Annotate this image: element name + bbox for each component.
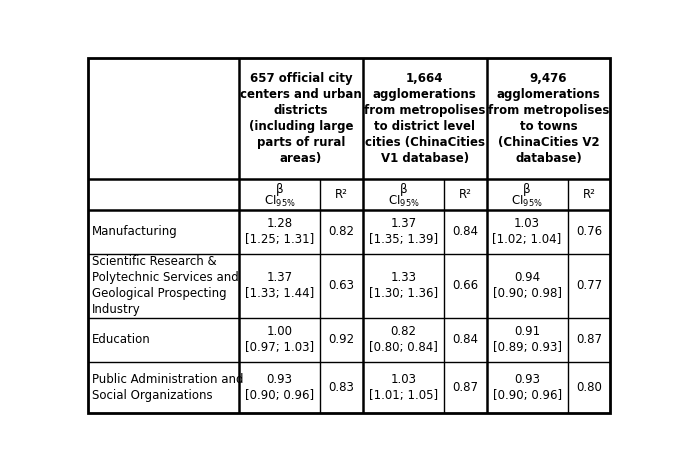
Text: CI$_{95\%}$: CI$_{95\%}$	[264, 193, 296, 208]
Text: 1.03
[1.01; 1.05]: 1.03 [1.01; 1.05]	[369, 373, 438, 402]
Text: 0.82: 0.82	[328, 225, 354, 238]
Text: Education: Education	[92, 333, 151, 346]
Text: 0.93
[0.90; 0.96]: 0.93 [0.90; 0.96]	[245, 373, 314, 402]
Text: β: β	[276, 183, 283, 196]
Text: 0.93
[0.90; 0.96]: 0.93 [0.90; 0.96]	[492, 373, 562, 402]
Text: 0.76: 0.76	[576, 225, 602, 238]
Text: 0.87: 0.87	[452, 381, 478, 394]
Text: Scientific Research &
Polytechnic Services and
Geological Prospecting
Industry: Scientific Research & Polytechnic Servic…	[92, 255, 239, 316]
Text: 1.37
[1.33; 1.44]: 1.37 [1.33; 1.44]	[245, 271, 314, 300]
Text: 0.94
[0.90; 0.98]: 0.94 [0.90; 0.98]	[492, 271, 562, 300]
Text: 0.66: 0.66	[452, 279, 478, 292]
Text: R²: R²	[459, 188, 472, 201]
Text: 0.87: 0.87	[576, 333, 602, 346]
Text: 0.83: 0.83	[328, 381, 354, 394]
Text: CI$_{95\%}$: CI$_{95\%}$	[387, 193, 419, 208]
Text: 9,476
agglomerations
from metropolises
to towns
(ChinaCities V2
database): 9,476 agglomerations from metropolises t…	[488, 72, 609, 164]
Text: 0.91
[0.89; 0.93]: 0.91 [0.89; 0.93]	[492, 325, 562, 354]
Text: 1.03
[1.02; 1.04]: 1.03 [1.02; 1.04]	[492, 217, 562, 246]
Text: Public Administration and
Social Organizations: Public Administration and Social Organiz…	[92, 373, 244, 402]
Text: 0.77: 0.77	[576, 279, 602, 292]
Text: 1.33
[1.30; 1.36]: 1.33 [1.30; 1.36]	[369, 271, 438, 300]
Text: 0.92: 0.92	[328, 333, 355, 346]
Text: CI$_{95\%}$: CI$_{95\%}$	[511, 193, 543, 208]
Text: β: β	[400, 183, 407, 196]
Text: R²: R²	[582, 188, 595, 201]
Text: 0.80: 0.80	[576, 381, 602, 394]
Text: 0.84: 0.84	[452, 333, 478, 346]
Text: 0.82
[0.80; 0.84]: 0.82 [0.80; 0.84]	[369, 325, 438, 354]
Text: 1.37
[1.35; 1.39]: 1.37 [1.35; 1.39]	[369, 217, 438, 246]
Text: β: β	[523, 183, 531, 196]
Text: R²: R²	[335, 188, 348, 201]
Text: 657 official city
centers and urban
districts
(including large
parts of rural
ar: 657 official city centers and urban dist…	[240, 72, 362, 164]
Text: Manufacturing: Manufacturing	[92, 225, 178, 238]
Text: 1,664
agglomerations
from metropolises
to district level
cities (ChinaCities
V1 : 1,664 agglomerations from metropolises t…	[364, 72, 486, 164]
Text: 1.28
[1.25; 1.31]: 1.28 [1.25; 1.31]	[245, 217, 314, 246]
Text: 0.84: 0.84	[452, 225, 478, 238]
Text: 0.63: 0.63	[328, 279, 354, 292]
Text: 1.00
[0.97; 1.03]: 1.00 [0.97; 1.03]	[245, 325, 314, 354]
